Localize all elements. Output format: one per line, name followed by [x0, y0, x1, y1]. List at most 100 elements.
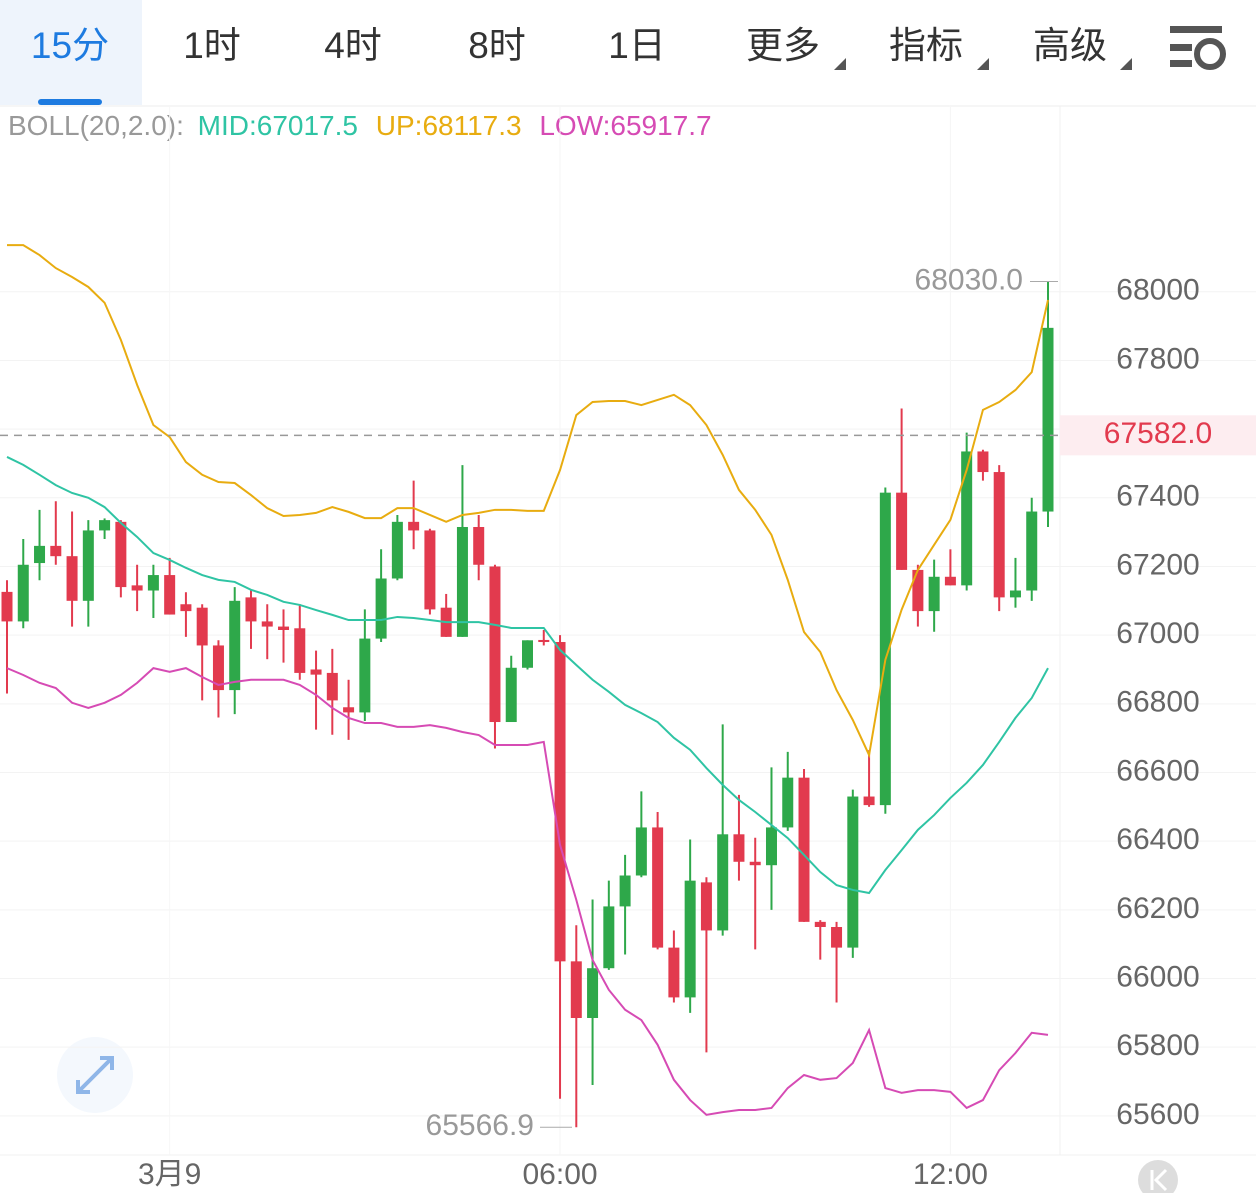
tab[interactable]: 15分	[31, 25, 109, 66]
candle-body	[1, 591, 13, 622]
candle-body	[717, 834, 729, 931]
candle-body	[896, 492, 908, 570]
candle-body	[684, 880, 696, 998]
candle-body	[522, 640, 533, 668]
tab[interactable]: 高级	[1033, 25, 1107, 66]
x-tick-label: 06:00	[522, 1158, 597, 1191]
candle-body	[359, 638, 371, 713]
y-tick-label: 67000	[1116, 617, 1199, 650]
tab[interactable]: 指标	[889, 25, 963, 66]
low-marker-label: 65566.9	[426, 1109, 534, 1142]
tab[interactable]: 1时	[183, 25, 241, 66]
candle-body	[944, 576, 956, 586]
tab-selected-bg	[0, 0, 142, 105]
candle-body	[229, 600, 241, 691]
tab[interactable]: 4时	[324, 25, 382, 66]
candle-body	[408, 521, 420, 531]
y-tick-label: 66000	[1116, 960, 1199, 993]
candle-body	[212, 645, 224, 691]
candle-body	[977, 451, 989, 473]
dropdown-arrow	[834, 58, 846, 70]
candle-body	[391, 521, 403, 579]
candle-body	[473, 526, 485, 565]
tab[interactable]: 8时	[468, 25, 526, 66]
candle-body	[99, 520, 111, 531]
candle-body	[847, 796, 859, 948]
candle-body	[635, 827, 647, 876]
candle-body	[17, 564, 29, 622]
candle-body	[82, 530, 94, 601]
tab[interactable]: 1日	[608, 25, 666, 66]
candle-body	[1009, 590, 1021, 598]
y-tick-label: 66800	[1116, 686, 1199, 719]
candle-body	[456, 526, 468, 637]
y-tick-label: 66200	[1116, 892, 1199, 925]
dropdown-arrow	[977, 58, 989, 70]
candle-body	[570, 961, 582, 1018]
candle-body	[814, 921, 826, 928]
candle-body	[700, 882, 712, 931]
y-tick-label: 68000	[1116, 274, 1199, 307]
indicator-item: LOW:65917.7	[539, 110, 711, 141]
indicator-item: MID:67017.5	[198, 110, 358, 141]
candle-body	[326, 672, 338, 701]
candle-body	[652, 827, 664, 948]
candle-body	[587, 968, 599, 1018]
candle-body	[294, 628, 306, 673]
candle-body	[1042, 327, 1054, 512]
candle-body	[928, 576, 940, 612]
scroll-latest-icon[interactable]	[1138, 1160, 1178, 1198]
candle-body	[375, 578, 387, 639]
tab-underline	[38, 99, 102, 105]
candle-body	[164, 575, 176, 615]
candle-body	[505, 667, 517, 723]
boll-line	[6, 667, 1049, 1116]
candle-body	[538, 639, 550, 643]
candle-body	[993, 472, 1005, 598]
candle-body	[863, 796, 875, 806]
y-tick-label: 67200	[1116, 548, 1199, 581]
tab[interactable]: 更多	[746, 25, 820, 66]
indicator-label: BOLL(20,2.0):	[8, 110, 184, 141]
y-tick-label: 67400	[1116, 480, 1199, 513]
candle-body	[733, 834, 745, 862]
y-tick-label: 66600	[1116, 754, 1199, 787]
candle-body	[879, 492, 891, 806]
high-marker-label: 68030.0	[915, 263, 1023, 296]
candle-body	[131, 585, 143, 591]
candle-body	[66, 556, 78, 601]
last-price-label: 67582.0	[1104, 417, 1212, 450]
indicator-legend: BOLL(20,2.0): MID:67017.5 UP:68117.3 LOW…	[8, 110, 712, 141]
settings-icon[interactable]	[1170, 26, 1226, 70]
candle-body	[261, 621, 273, 627]
candle-body	[603, 906, 615, 969]
indicator-item: UP:68117.3	[376, 110, 522, 141]
candle-body	[961, 451, 973, 586]
candle-body	[50, 545, 62, 557]
candle-body	[1026, 511, 1038, 591]
boll-line	[6, 456, 1049, 895]
candle-body	[180, 604, 192, 612]
candle-body	[196, 607, 208, 646]
candle-body	[619, 875, 631, 907]
expand-icon[interactable]	[57, 1037, 133, 1113]
candle-body	[115, 521, 127, 588]
candle-body	[912, 569, 924, 612]
candle-body	[424, 530, 436, 610]
candle-body	[343, 707, 355, 713]
tabs: 15分 1时 4时 8时 1日 更多 指标 高级	[31, 25, 1226, 70]
y-tick-label: 66400	[1116, 823, 1199, 856]
candle-body	[765, 827, 777, 866]
candle-body	[798, 777, 810, 922]
candle-body	[749, 861, 761, 866]
last-price-bg	[1060, 415, 1256, 456]
candle-body	[147, 575, 159, 591]
boll-line	[7, 244, 1049, 759]
x-tick-label: 12:00	[913, 1158, 988, 1191]
dropdown-arrow	[1120, 58, 1132, 70]
candle-body	[554, 642, 566, 962]
y-tick-label: 65600	[1116, 1098, 1199, 1131]
y-tick-label: 65800	[1116, 1029, 1199, 1062]
